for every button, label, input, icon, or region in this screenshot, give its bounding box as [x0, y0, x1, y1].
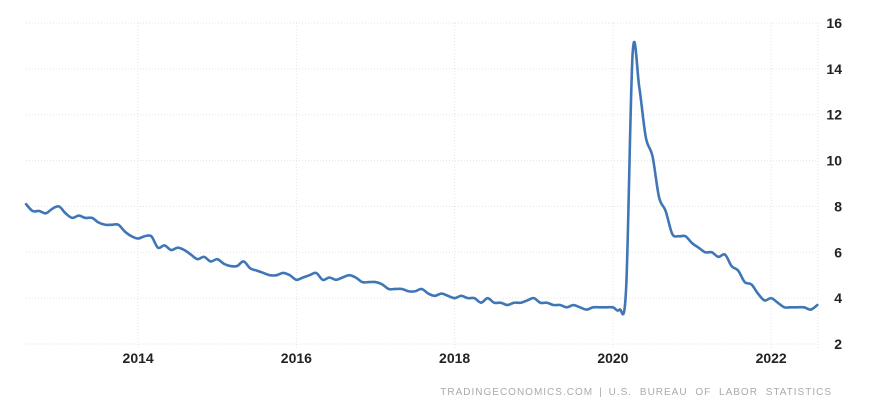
- y-axis-label: 4: [834, 290, 842, 306]
- source-separator: |: [599, 387, 603, 398]
- x-axis-label: 2020: [597, 350, 628, 366]
- x-axis-label: 2018: [439, 350, 470, 366]
- source-attribution: TRADINGECONOMICS.COM | U.S. BUREAU OF LABO…: [440, 387, 832, 398]
- x-axis-label: 2014: [123, 350, 154, 366]
- source-link[interactable]: TRADINGECONOMICS.COM: [440, 387, 594, 398]
- y-axis-label: 8: [834, 198, 842, 214]
- y-axis-label: 16: [826, 15, 842, 31]
- source-name: U.S. BUREAU OF LABOR STATISTICS: [608, 387, 832, 398]
- series-line: [24, 40, 819, 316]
- y-axis-label: 12: [826, 107, 842, 123]
- y-axis-label: 10: [826, 153, 842, 169]
- y-axis-label: 2: [834, 336, 842, 352]
- x-axis-label: 2022: [756, 350, 787, 366]
- y-axis-label: 14: [826, 61, 842, 77]
- y-axis-label: 6: [834, 244, 842, 260]
- x-axis-label: 2016: [281, 350, 312, 366]
